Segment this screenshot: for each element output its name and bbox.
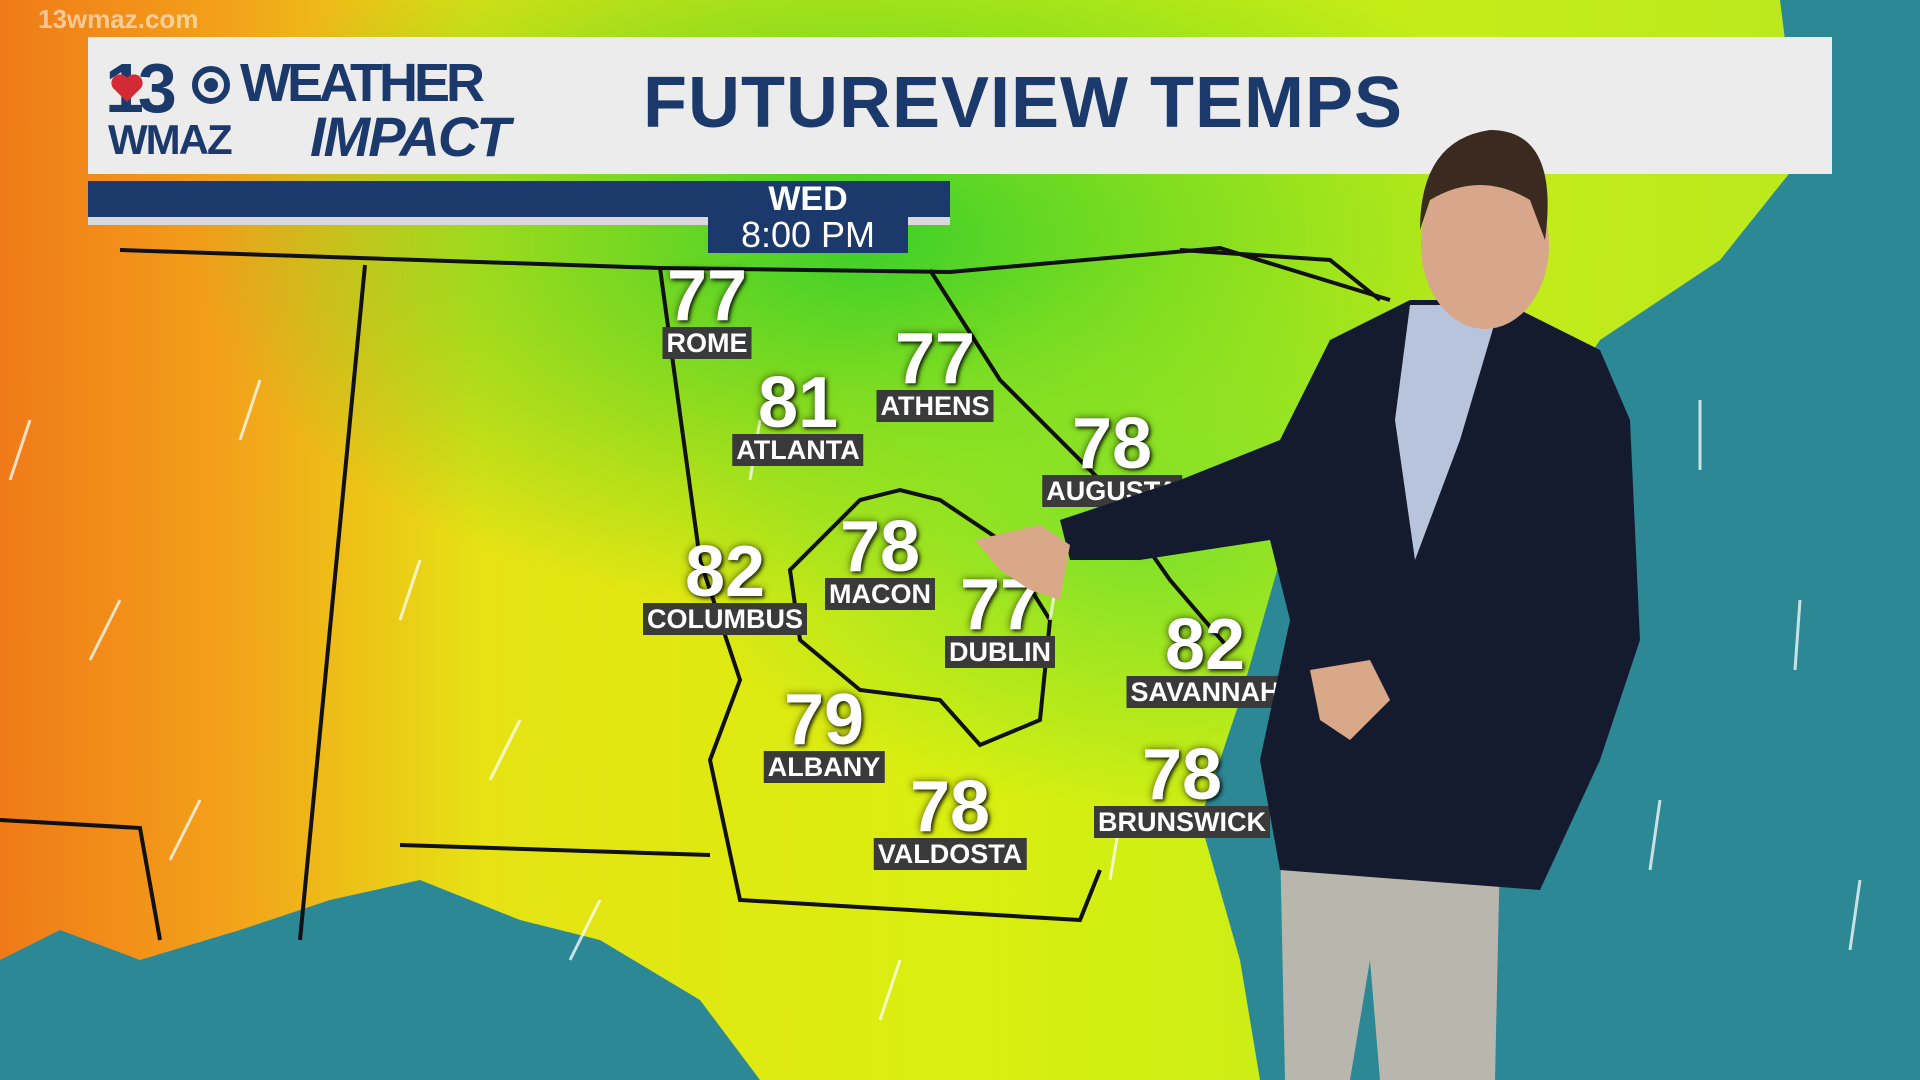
city-name: AUGUSTA (1042, 475, 1182, 507)
time-bar-underline (88, 217, 950, 225)
city-name: ATHENS (876, 390, 994, 422)
brand-impact: IMPACT (310, 105, 510, 168)
temp-value: 79 (783, 680, 865, 760)
city-macon: 78 MACON (825, 507, 935, 610)
timestamp-time: 8:00 PM (740, 214, 876, 255)
ocean-gulf (0, 880, 760, 1080)
city-name: ROME (662, 327, 752, 359)
city-name: ATLANTA (732, 434, 864, 466)
timestamp-day: WED (768, 180, 848, 218)
city-valdosta: 78 VALDOSTA (873, 767, 1027, 870)
temp-value: 78 (909, 767, 991, 847)
temp-value: 81 (757, 363, 839, 443)
temp-value: 82 (684, 532, 766, 612)
city-name: ALBANY (763, 751, 885, 783)
temp-value: 78 (1141, 735, 1223, 815)
city-name: DUBLIN (945, 636, 1055, 668)
city-name: BRUNSWICK (1094, 806, 1270, 838)
city-albany: 79 ALBANY (763, 680, 885, 783)
watermark: 13wmaz.com (38, 4, 199, 34)
page-title: FUTUREVIEW TEMPS (643, 63, 1404, 143)
city-savannah: 82 SAVANNAH (1126, 605, 1284, 708)
cbs-eye-icon (192, 66, 230, 104)
city-athens: 77 ATHENS (876, 319, 994, 422)
city-name: MACON (825, 578, 935, 610)
city-dublin: 77 DUBLIN (945, 565, 1055, 668)
city-augusta: 78 AUGUSTA (1042, 404, 1182, 507)
city-name: COLUMBUS (643, 603, 807, 635)
city-atlanta: 81 ATLANTA (732, 363, 864, 466)
temp-value: 77 (894, 319, 976, 399)
temp-value: 77 (959, 565, 1041, 645)
timestamp: WED 8:00 PM (708, 181, 908, 253)
brand-weather: WEATHER (240, 53, 485, 113)
temp-value: 78 (1071, 404, 1153, 484)
temp-value: 78 (839, 507, 921, 587)
temp-value: 77 (666, 256, 748, 336)
city-rome: 77 ROME (662, 256, 752, 359)
heart-icon (111, 74, 143, 102)
station-call: WMAZ (108, 116, 233, 163)
city-columbus: 82 COLUMBUS (643, 532, 807, 635)
wind-arrows (8, 379, 1862, 1021)
city-name: SAVANNAH (1126, 676, 1284, 708)
city-name: VALDOSTA (873, 838, 1027, 870)
city-brunswick: 78 BRUNSWICK (1094, 735, 1270, 838)
temp-value: 82 (1164, 605, 1246, 685)
